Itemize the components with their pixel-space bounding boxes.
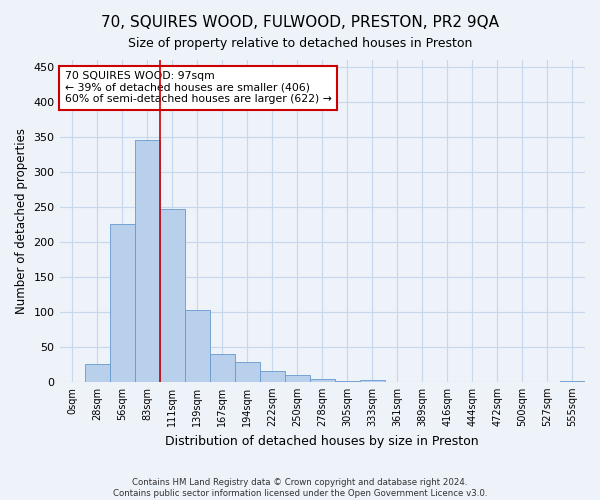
Text: 70, SQUIRES WOOD, FULWOOD, PRESTON, PR2 9QA: 70, SQUIRES WOOD, FULWOOD, PRESTON, PR2 …: [101, 15, 499, 30]
Bar: [360, 380, 385, 382]
Text: 70 SQUIRES WOOD: 97sqm
← 39% of detached houses are smaller (406)
60% of semi-de: 70 SQUIRES WOOD: 97sqm ← 39% of detached…: [65, 72, 332, 104]
Bar: [560, 381, 585, 382]
Bar: [235, 362, 260, 382]
Y-axis label: Number of detached properties: Number of detached properties: [15, 128, 28, 314]
X-axis label: Distribution of detached houses by size in Preston: Distribution of detached houses by size …: [166, 434, 479, 448]
Text: Contains HM Land Registry data © Crown copyright and database right 2024.
Contai: Contains HM Land Registry data © Crown c…: [113, 478, 487, 498]
Bar: [310, 379, 335, 382]
Bar: [260, 372, 285, 382]
Text: Size of property relative to detached houses in Preston: Size of property relative to detached ho…: [128, 38, 472, 51]
Bar: [85, 364, 110, 382]
Bar: [134, 140, 160, 382]
Bar: [285, 375, 310, 382]
Bar: [335, 381, 360, 382]
Bar: [110, 224, 134, 382]
Bar: [209, 354, 235, 382]
Bar: [160, 209, 185, 382]
Bar: [185, 310, 209, 382]
